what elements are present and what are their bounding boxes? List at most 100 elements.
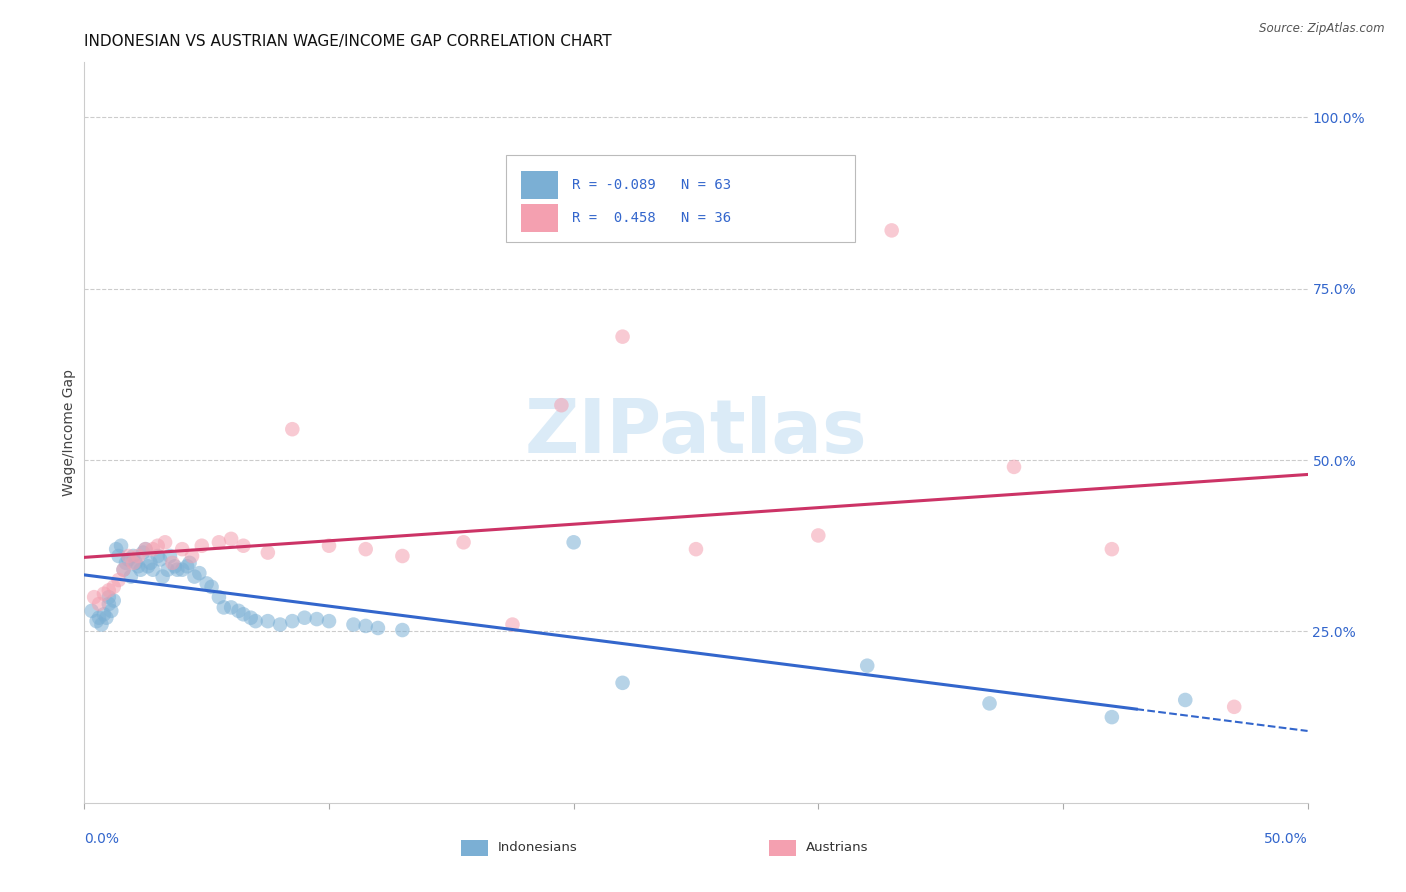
Point [86, 614, 108, 628]
Text: Source: ZipAtlas.com: Source: ZipAtlas.com [1260, 22, 1385, 36]
Point [80, 604, 103, 618]
Point [146, 549, 169, 563]
FancyBboxPatch shape [506, 155, 855, 243]
Point [156, 563, 179, 577]
Point [354, 619, 377, 633]
Point [502, 617, 524, 632]
Point [125, 556, 148, 570]
Point [294, 610, 316, 624]
Point [281, 422, 304, 436]
Point [107, 573, 129, 587]
Point [318, 539, 340, 553]
Point [305, 612, 328, 626]
Point [245, 614, 267, 628]
Point [188, 566, 211, 581]
Point [856, 658, 879, 673]
Point [367, 621, 389, 635]
Point [90, 617, 112, 632]
Point [257, 614, 280, 628]
Point [163, 559, 186, 574]
Point [232, 539, 254, 553]
FancyBboxPatch shape [769, 840, 796, 856]
Point [105, 542, 128, 557]
Point [219, 600, 242, 615]
Point [103, 580, 125, 594]
Point [612, 676, 634, 690]
Point [103, 593, 125, 607]
Point [97, 590, 120, 604]
Point [208, 535, 231, 549]
Point [354, 542, 377, 557]
Point [1002, 459, 1025, 474]
Point [97, 583, 120, 598]
Point [318, 614, 340, 628]
Point [135, 542, 157, 557]
Point [110, 539, 132, 553]
Text: Austrians: Austrians [806, 841, 869, 855]
Point [228, 604, 250, 618]
Text: INDONESIAN VS AUSTRIAN WAGE/INCOME GAP CORRELATION CHART: INDONESIAN VS AUSTRIAN WAGE/INCOME GAP C… [84, 34, 612, 49]
Point [146, 539, 169, 553]
Point [550, 398, 572, 412]
Point [979, 697, 1001, 711]
Point [122, 556, 145, 570]
Text: R =  0.458   N = 36: R = 0.458 N = 36 [572, 211, 731, 225]
Point [232, 607, 254, 622]
Point [391, 549, 413, 563]
Point [100, 604, 122, 618]
Text: ZIPatlas: ZIPatlas [524, 396, 868, 469]
Point [200, 580, 222, 594]
Point [176, 559, 198, 574]
Point [191, 539, 214, 553]
FancyBboxPatch shape [522, 170, 558, 199]
Point [135, 542, 157, 557]
Point [96, 610, 118, 624]
Point [195, 576, 218, 591]
Point [212, 600, 235, 615]
Point [129, 563, 152, 577]
Point [127, 559, 149, 574]
Point [93, 607, 115, 622]
Point [453, 535, 475, 549]
Point [257, 545, 280, 559]
Point [83, 590, 105, 604]
Point [166, 563, 188, 577]
Point [807, 528, 830, 542]
Point [562, 535, 585, 549]
Point [87, 597, 110, 611]
Point [117, 549, 139, 563]
Point [122, 549, 145, 563]
Point [685, 542, 707, 557]
Text: 0.0%: 0.0% [84, 831, 120, 846]
Point [142, 563, 165, 577]
Point [1101, 710, 1123, 724]
Point [127, 549, 149, 563]
Point [132, 545, 155, 559]
Point [269, 617, 291, 632]
Point [115, 556, 138, 570]
Text: Indonesians: Indonesians [498, 841, 578, 855]
Text: 50.0%: 50.0% [1264, 831, 1308, 846]
Point [87, 610, 110, 624]
Point [162, 556, 184, 570]
Point [136, 559, 159, 574]
Point [172, 563, 194, 577]
Point [1101, 542, 1123, 557]
Point [208, 590, 231, 604]
Point [342, 617, 364, 632]
Point [391, 623, 413, 637]
Point [93, 587, 115, 601]
Point [172, 542, 194, 557]
FancyBboxPatch shape [461, 840, 488, 856]
Point [112, 563, 135, 577]
Y-axis label: Wage/Income Gap: Wage/Income Gap [62, 369, 76, 496]
Point [1174, 693, 1197, 707]
Point [1223, 699, 1246, 714]
Point [139, 556, 162, 570]
Point [97, 597, 120, 611]
Point [239, 610, 262, 624]
Point [152, 569, 174, 583]
Point [183, 569, 205, 583]
Text: R = -0.089   N = 63: R = -0.089 N = 63 [572, 178, 731, 192]
Point [179, 556, 201, 570]
